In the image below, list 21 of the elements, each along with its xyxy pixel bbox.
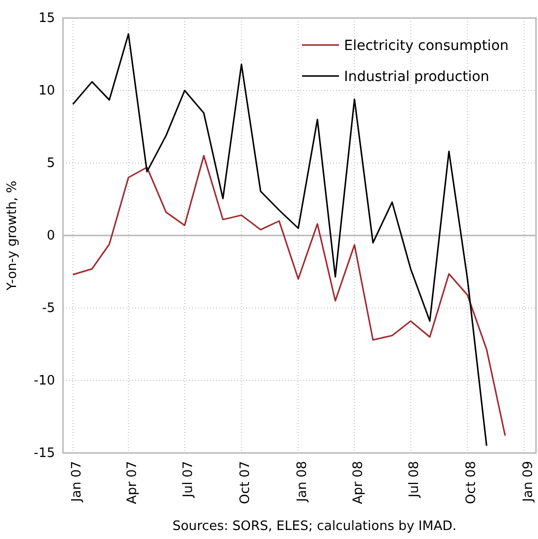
y-tick-label: 0 — [46, 228, 55, 244]
x-tick-label: Jan 07 — [69, 461, 84, 503]
source-note: Sources: SORS, ELES; calculations by IMAD. — [172, 519, 457, 534]
x-tick-label: Jul 07 — [181, 461, 196, 498]
x-tick-label: Jul 08 — [407, 461, 422, 498]
y-tick-label: 5 — [46, 156, 55, 172]
x-tick-label: Apr 08 — [351, 461, 366, 504]
y-tick-label: -10 — [34, 374, 55, 389]
legend-label: Electricity consumption — [344, 38, 509, 54]
x-tick-label: Apr 07 — [125, 461, 140, 504]
y-tick-label: -5 — [42, 301, 55, 316]
line-series — [72, 155, 506, 436]
y-tick-label: 10 — [38, 84, 55, 99]
x-tick-label: Oct 07 — [238, 461, 254, 504]
y-axis-title: Y-on-y growth, % — [5, 180, 20, 292]
y-tick-label: -15 — [34, 446, 55, 462]
y-tick-label: 15 — [38, 11, 55, 26]
legend-label: Industrial production — [344, 68, 490, 85]
x-tick-label: Jan 09 — [520, 461, 536, 503]
x-tick-label: Jan 08 — [294, 461, 310, 503]
x-tick-label: Oct 08 — [464, 461, 480, 504]
